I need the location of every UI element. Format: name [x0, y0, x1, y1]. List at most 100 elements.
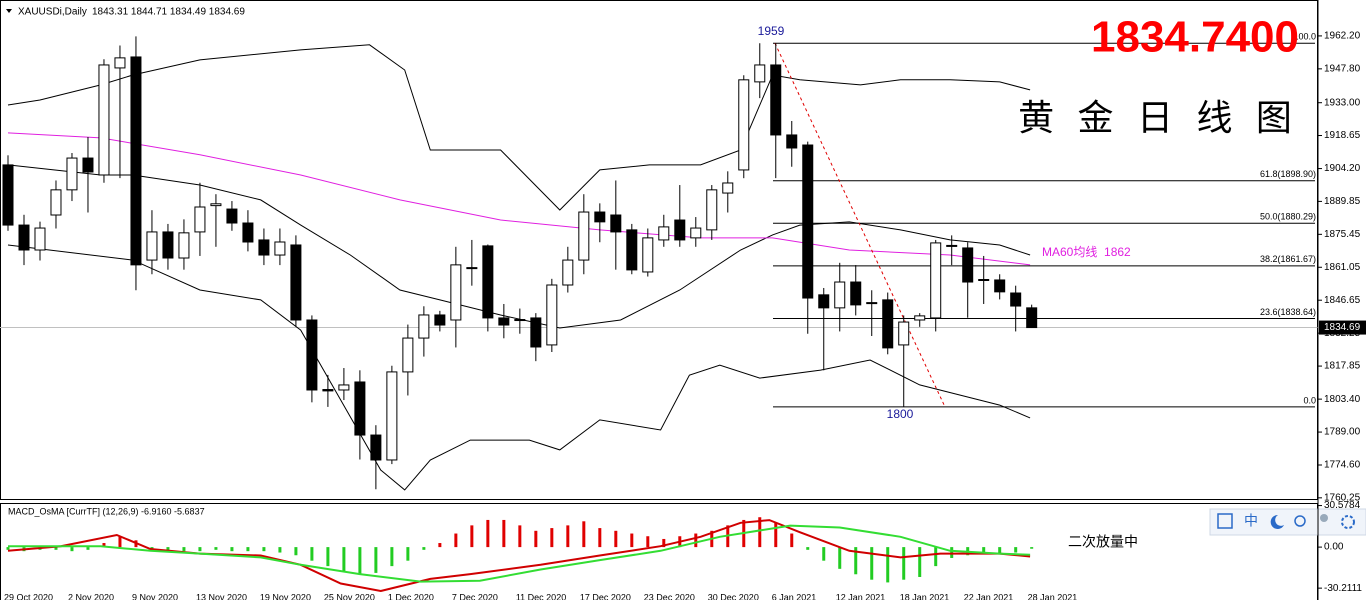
candle-body: [1026, 307, 1038, 329]
x-tick-label: 11 Dec 2020: [516, 592, 566, 600]
candle-body: [194, 206, 206, 233]
fib-label: 23.6(1838.64): [1260, 307, 1316, 317]
y-tick-label: 1947.80: [1324, 63, 1361, 74]
ime-button[interactable]: 中: [1244, 513, 1258, 529]
fib-label: 0.0: [1303, 395, 1316, 405]
candle-body: [770, 64, 782, 136]
candle-body: [722, 182, 734, 194]
candle-body: [34, 227, 46, 251]
candle-body: [178, 232, 190, 259]
toolbar: 中: [1209, 508, 1366, 536]
tool-icon[interactable]: [1294, 515, 1306, 527]
ma-label: MA60均线 1862: [1042, 245, 1131, 259]
candle-body: [802, 144, 814, 299]
candle-body: [98, 64, 110, 176]
main-panel: [0, 0, 1318, 500]
candle-body: [994, 279, 1006, 293]
x-tick-label: 2 Nov 2020: [68, 592, 114, 600]
candle-body: [162, 231, 174, 259]
fib-label: 50.0(1880.29): [1260, 212, 1316, 222]
candle-body: [466, 267, 478, 270]
y-tick-label: 1803.40: [1324, 394, 1361, 405]
tool-icon[interactable]: [1341, 515, 1355, 529]
y-tick-label: 0.00: [1324, 542, 1344, 553]
candle-body: [370, 434, 382, 461]
menu-arrow[interactable]: [6, 9, 12, 13]
candle-body: [290, 244, 302, 321]
y-tick-label: 1889.85: [1324, 196, 1361, 207]
x-tick-label: 17 Dec 2020: [580, 592, 631, 600]
y-tick-label: 1760.25: [1324, 492, 1361, 503]
candle-body: [258, 239, 270, 256]
candle-body: [978, 279, 990, 282]
candle-body: [786, 134, 798, 149]
symbol: XAUUSDi,Daily: [18, 7, 87, 18]
x-tick-label: 22 Jan 2021: [964, 592, 1014, 600]
candle-body: [450, 264, 462, 321]
candle-body: [962, 247, 974, 283]
candle-body: [530, 317, 542, 348]
x-tick-label: 28 Jan 2021: [1028, 592, 1078, 600]
candle-body: [2, 164, 14, 226]
x-tick-label: 9 Nov 2020: [132, 592, 178, 600]
candle-body: [242, 222, 254, 243]
indicator-line: [7, 44, 1031, 211]
candle-body: [498, 317, 510, 326]
page-subtitle: 黄 金 日 线 图: [1018, 98, 1298, 139]
y-tick-label: 1846.65: [1324, 295, 1361, 306]
fib-label: 38.2(1861.67): [1260, 254, 1316, 264]
candle-body: [146, 231, 158, 261]
candle-body: [930, 242, 942, 319]
toolbar-bg: [1209, 508, 1366, 536]
candle-body: [546, 284, 558, 346]
tool-icon[interactable]: [1320, 514, 1328, 522]
candle-body: [946, 244, 958, 247]
candle-body: [658, 226, 670, 241]
y-tick-label: 1962.20: [1324, 31, 1361, 42]
candle-body: [594, 211, 606, 223]
candle-body: [882, 299, 894, 349]
tool-icon[interactable]: [1217, 513, 1233, 529]
indicator-line: [7, 132, 1031, 266]
y-tick-label: 1774.60: [1324, 460, 1361, 471]
candle-body: [386, 371, 398, 461]
y-tick-label: -30.2111: [1324, 583, 1362, 594]
low-annotation: 1800: [887, 407, 914, 421]
candle-body: [226, 208, 238, 224]
x-tick-label: 7 Dec 2020: [452, 592, 498, 600]
candle-body: [706, 189, 718, 231]
tool-icon[interactable]: [1270, 514, 1284, 529]
candle-body: [866, 302, 878, 305]
candle-body: [514, 319, 526, 322]
candle-body: [114, 57, 126, 69]
macd-line: [8, 524, 1031, 583]
candle-body: [354, 381, 366, 436]
candle-body: [898, 321, 910, 346]
macd-title: MACD_OsMA [CurrTF] (12,26,9) -6.9160 -5.…: [8, 506, 205, 516]
candle-body: [626, 229, 638, 271]
candle-body: [674, 219, 686, 241]
candle-body: [850, 281, 862, 306]
candle-body: [754, 64, 766, 83]
candle-body: [402, 337, 414, 373]
candle-body: [210, 203, 222, 207]
y-tick-label: 1817.85: [1324, 361, 1361, 372]
x-tick-label: 12 Jan 2021: [836, 592, 886, 600]
candle-body: [274, 241, 286, 256]
candle-body: [834, 281, 846, 309]
candle-body: [18, 224, 30, 251]
y-tick-label: 1933.00: [1324, 97, 1361, 108]
indicator-line: [7, 164, 1031, 329]
x-tick-label: 30 Dec 2020: [708, 592, 759, 600]
y-tick-label: 1904.20: [1324, 163, 1361, 174]
candle-body: [50, 189, 62, 216]
y-tick-label: 1875.45: [1324, 229, 1361, 240]
candle-body: [66, 157, 78, 191]
candle-body: [690, 227, 702, 239]
trend-line: [774, 43, 946, 408]
candle-body: [642, 237, 654, 273]
macd-annotation: 二次放量中: [1068, 534, 1138, 550]
candle-body: [338, 384, 350, 391]
candle-body: [578, 211, 590, 261]
